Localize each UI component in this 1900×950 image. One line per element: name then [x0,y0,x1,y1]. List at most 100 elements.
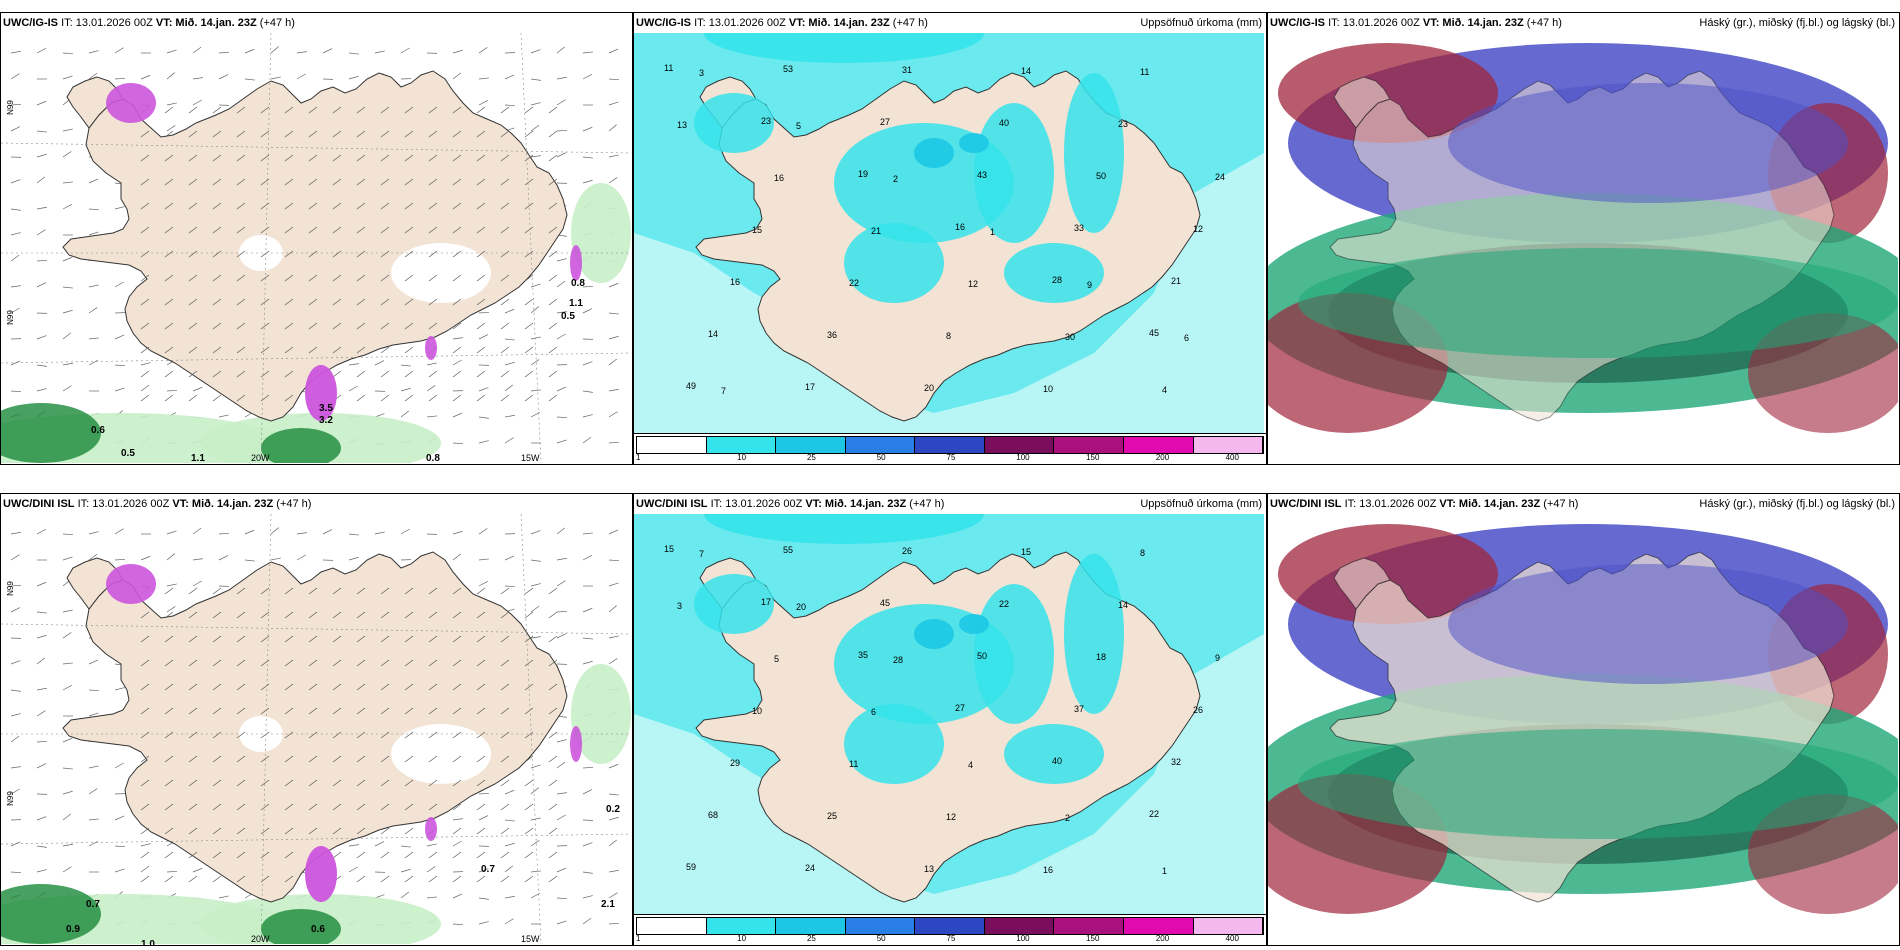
precip-value-label: 2.1 [601,899,615,910]
mid-cloud [1448,83,1848,203]
wind-barb [608,529,619,535]
wind-barb [400,47,410,54]
wind-barb [10,50,21,54]
wind-barb [548,683,558,691]
wind-barb [88,818,99,821]
wind-barb [452,346,462,354]
wind-barb [428,731,438,739]
wind-barb [504,585,516,588]
init-time: IT: 13.01.2026 00Z [61,17,153,29]
precip-amount-label: 37 [1074,704,1085,714]
wind-barb [530,605,540,613]
precip-value-label: 3.5 [319,403,333,414]
wind-barb [236,274,246,282]
wind-barb [114,762,124,769]
wind-barb [218,414,229,418]
wind-barb [500,226,510,234]
wind-barb [582,156,593,159]
wind-barb [452,779,462,787]
lead-time: (+47 h) [909,498,945,510]
wind-barb [556,439,567,444]
wind-barb [260,611,270,619]
wind-barb [524,370,534,378]
wind-barb [140,755,150,763]
precip-shading [974,103,1054,243]
wind-barb [188,875,198,883]
panel-subtitle: Uppsöfnuð úrkoma (mm) [1140,498,1262,510]
wind-barb [332,707,342,715]
wind-barb [332,731,342,739]
wind-barb [212,130,222,138]
model-name: UWC/IG-IS [3,17,58,29]
wind-barb [308,346,318,354]
wind-barb [380,202,390,210]
wind-barb [380,803,390,811]
wind-barb [164,130,174,138]
wind-barb [36,740,48,743]
precip-amount-label: 59 [686,862,697,872]
wind-barb [452,659,462,667]
wind-barb [218,532,230,535]
colorbar-swatch [984,918,1055,934]
wind-barb [164,779,174,787]
wind-barb [308,202,318,210]
wind-barb [62,52,74,55]
precip-colorbar: 1 10 25 50 75 100 150 200 400 [634,914,1266,945]
precip-value-label: 0.8 [571,278,585,289]
wind-barb [608,763,619,769]
wind-barb [380,707,390,715]
wind-barb [88,689,100,692]
wind-barb [452,803,462,811]
wind-barb [164,683,174,691]
colorbar-tick-label: 150 [1086,453,1100,462]
precip-amount-label: 7 [721,386,727,396]
graticule-line [260,514,272,944]
wind-barb [380,346,390,354]
model-name: UWC/IG-IS [636,17,691,29]
colorbar-boxes [636,917,1264,935]
wind-barb [260,322,270,330]
wind-barb [332,827,342,835]
wind-barb [452,394,462,402]
wind-barb [428,779,438,787]
wind-barb [212,202,222,210]
wind-barb [524,659,534,667]
wind-barb [504,789,515,795]
wind-barb [548,803,558,811]
precip-value-label: 0.6 [91,425,105,436]
wind-barb [284,827,294,835]
graticule-line [1,352,631,364]
wind-barb [452,851,462,859]
wind-barb [10,73,20,80]
wind-barb [524,298,534,306]
wind-barb [62,533,74,536]
wind-barb [556,920,567,925]
wind-barb [36,282,47,288]
colorbar-tick-label: 25 [806,934,816,943]
wind-barb [478,311,490,314]
wind-barb [608,605,617,613]
model-name: UWC/DINI ISL [1270,498,1342,510]
wind-barb [140,683,150,691]
wind-barb [10,390,22,393]
wind-barb [166,606,176,613]
wind-barb [114,281,124,288]
wind-barb [270,527,279,535]
wind-barb [556,152,567,158]
wind-barb [556,258,567,262]
wind-barb [10,871,22,874]
wind-barb [36,259,48,262]
graticule-line [1,142,631,154]
axis-label: 15W [521,934,540,944]
wind-barb [500,779,510,787]
wind-barb [582,285,594,288]
wind-barb [236,731,246,739]
wind-barb [212,611,222,619]
wind-barb [548,394,558,402]
wind-barb [504,384,514,392]
axis-label: N99 [5,581,15,596]
wind-barb [10,766,21,769]
wind-barb [88,178,99,184]
wind-barb [88,659,99,665]
wind-barb [404,106,414,114]
